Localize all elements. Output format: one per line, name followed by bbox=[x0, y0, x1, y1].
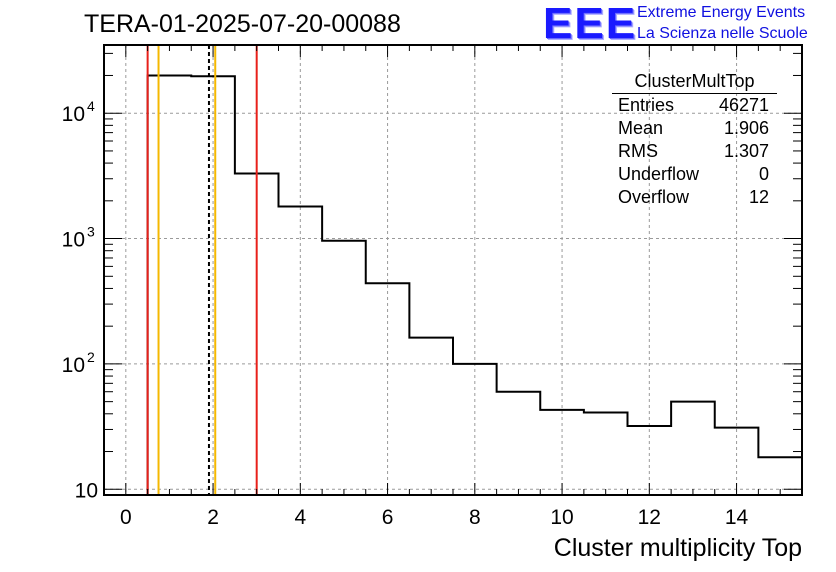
x-tick-label: 0 bbox=[120, 506, 132, 529]
y-tick-label: 10 bbox=[62, 229, 85, 252]
stats-row-mean: Mean 1.906 bbox=[612, 117, 777, 140]
stats-row-underflow: Underflow 0 bbox=[612, 163, 777, 186]
x-tick-label: 8 bbox=[469, 506, 481, 529]
stats-value: 1.906 bbox=[723, 118, 769, 138]
stats-label: Entries bbox=[618, 95, 675, 115]
eee-logo: EEE Extreme Energy Events La Scienza nel… bbox=[543, 2, 835, 48]
histogram-outline bbox=[104, 74, 803, 496]
histogram-layer bbox=[104, 74, 803, 496]
logo-line-1: Extreme Energy Events bbox=[637, 4, 806, 21]
logo-line-2: La Scienza nelle Scuole bbox=[637, 25, 808, 42]
x-tick-label: 12 bbox=[638, 506, 661, 529]
histogram-bin bbox=[148, 75, 192, 495]
x-axis-title: Cluster multiplicity Top bbox=[553, 534, 802, 562]
stats-value: 46271 bbox=[718, 95, 769, 115]
axes-layer bbox=[103, 44, 803, 496]
y-tick-exponent: 4 bbox=[87, 98, 95, 114]
grid-layer bbox=[104, 45, 802, 495]
x-tick-label: 14 bbox=[725, 506, 749, 529]
histogram-bin bbox=[671, 402, 715, 495]
histogram-bin bbox=[409, 338, 453, 495]
histogram-bin bbox=[322, 241, 366, 495]
y-tick-exponent: 2 bbox=[87, 349, 95, 365]
x-tick-label: 6 bbox=[382, 506, 394, 529]
stats-value: 0 bbox=[758, 164, 769, 184]
y-tick-label: 10 bbox=[62, 103, 85, 126]
eee-logo-mark: EEE bbox=[543, 0, 638, 48]
stats-box: ClusterMultTop Entries 46271 Mean 1.906 … bbox=[612, 70, 777, 209]
stats-label: Overflow bbox=[618, 187, 690, 207]
y-tick-label: 10 bbox=[62, 354, 85, 377]
stats-row-rms: RMS 1.307 bbox=[612, 140, 777, 163]
histogram-bin bbox=[540, 410, 584, 495]
stats-row-overflow: Overflow 12 bbox=[612, 186, 777, 209]
x-tick-label: 2 bbox=[207, 506, 219, 529]
histogram-bin bbox=[497, 392, 541, 495]
y-tick-exponent: 3 bbox=[87, 224, 95, 240]
marker-lines-layer bbox=[146, 45, 258, 495]
page-title: TERA-01-2025-07-20-00088 bbox=[84, 10, 401, 38]
histogram-bin bbox=[584, 412, 628, 495]
x-tick-label: 10 bbox=[550, 506, 573, 529]
stats-label: RMS bbox=[618, 141, 658, 161]
stats-value: 1.307 bbox=[723, 141, 769, 161]
stats-title: ClusterMultTop bbox=[612, 70, 777, 94]
stats-label: Mean bbox=[618, 118, 664, 138]
stats-label: Underflow bbox=[618, 164, 700, 184]
stats-row-entries: Entries 46271 bbox=[612, 94, 777, 117]
stats-value: 12 bbox=[748, 187, 769, 207]
x-tick-label: 4 bbox=[294, 506, 306, 529]
y-tick-label: 10 bbox=[75, 479, 98, 502]
